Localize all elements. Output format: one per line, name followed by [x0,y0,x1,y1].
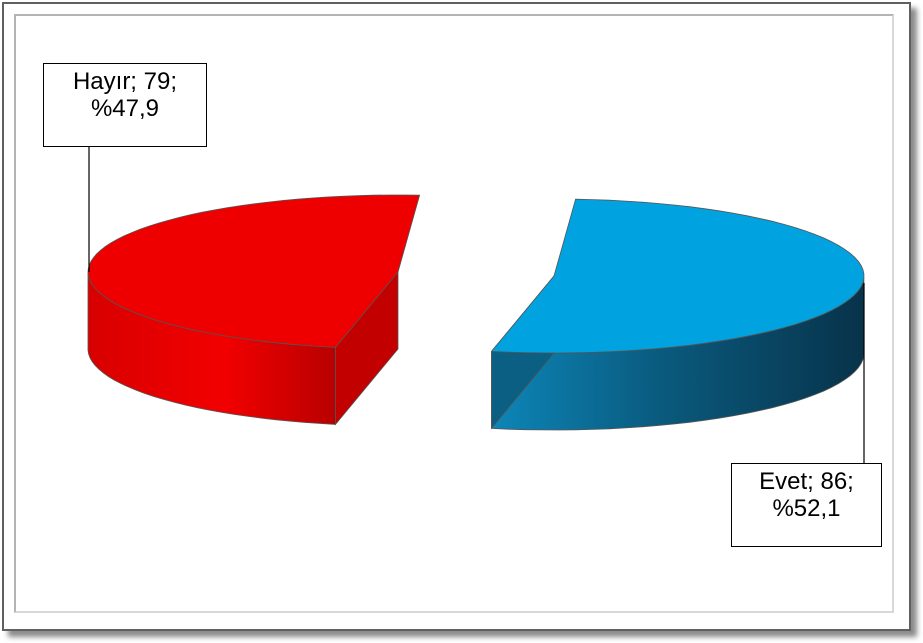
data-label-evet-line2: %52,1 [772,495,841,522]
data-label-hayir: Hayır; 79; %47,9 [43,63,207,147]
data-label-hayir-line2: %47,9 [90,95,160,122]
slice-top-evet [490,198,865,354]
data-label-evet-line1: Evet; 86; [759,468,854,495]
data-label-evet: Evet; 86; %52,1 [731,463,882,547]
slice-top-hayir [87,194,421,348]
data-label-hayir-line1: Hayır; 79; [72,68,178,95]
